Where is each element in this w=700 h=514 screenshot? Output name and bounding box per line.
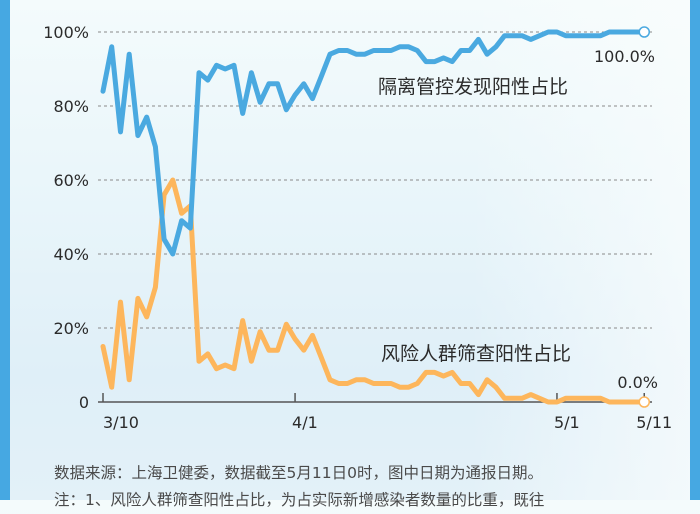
series-isolation-end-value: 100.0% <box>594 47 655 66</box>
series-risk-screening-line <box>100 177 647 405</box>
series-isolation-end-marker <box>638 26 651 38</box>
x-tick-label: 3/10 <box>103 413 139 432</box>
y-axis-ticks: 0 20% 40% 60% 80% 100% <box>43 23 89 412</box>
data-source-note: 数据来源：上海卫健委，数据截至5月11日0时，图中日期为通报日期。 <box>54 464 543 482</box>
x-tick-label: 4/1 <box>292 413 318 432</box>
gridlines <box>98 31 652 329</box>
series-isolation-label: 隔离管控发现阳性占比 <box>378 76 568 98</box>
series-risk-label: 风险人群筛查阳性占比 <box>381 343 571 365</box>
y-tick-label: 0 <box>79 393 89 412</box>
y-tick-label: 40% <box>53 245 89 264</box>
series-isolation-line <box>100 29 647 257</box>
x-tick-label: 5/11 <box>636 413 672 432</box>
series-risk-end-marker <box>638 396 651 408</box>
x-axis-ticks: 3/10 4/1 5/1 5/11 <box>102 393 672 432</box>
y-tick-label: 100% <box>43 23 89 42</box>
y-tick-label: 60% <box>53 171 89 190</box>
y-tick-label: 80% <box>53 97 89 116</box>
y-tick-label: 20% <box>53 319 89 338</box>
line-chart: 0 20% 40% 60% 80% 100% 3/10 4/1 5/1 5/11 隔离管控发现阳… <box>43 23 672 432</box>
footnote-1: 注：1、风险人群筛查阳性占比，为占实际新增感染者数量的比重，既往 <box>54 491 545 509</box>
notes-block: 数据来源：上海卫健委，数据截至5月11日0时，图中日期为通报日期。 注：1、风险… <box>54 460 674 514</box>
right-border-bar <box>690 0 700 500</box>
series-risk-end-value: 0.0% <box>617 373 658 392</box>
left-border-bar <box>0 0 10 500</box>
x-tick-label: 5/1 <box>554 413 580 432</box>
right-background-fade <box>470 0 690 500</box>
